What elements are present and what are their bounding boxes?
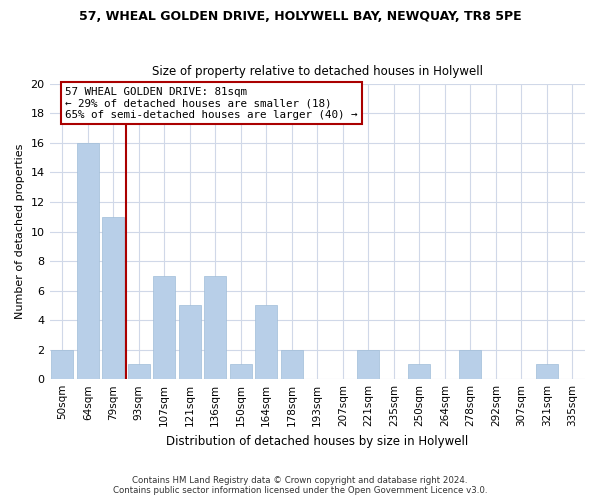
Bar xyxy=(358,350,379,379)
Bar xyxy=(77,143,98,379)
Text: 57, WHEAL GOLDEN DRIVE, HOLYWELL BAY, NEWQUAY, TR8 5PE: 57, WHEAL GOLDEN DRIVE, HOLYWELL BAY, NE… xyxy=(79,10,521,23)
Bar xyxy=(536,364,557,379)
Bar xyxy=(128,364,149,379)
X-axis label: Distribution of detached houses by size in Holywell: Distribution of detached houses by size … xyxy=(166,434,469,448)
Bar xyxy=(205,276,226,379)
Bar xyxy=(179,306,200,379)
Bar xyxy=(230,364,251,379)
Bar xyxy=(281,350,302,379)
Bar xyxy=(460,350,481,379)
Bar xyxy=(154,276,175,379)
Bar xyxy=(409,364,430,379)
Text: Contains HM Land Registry data © Crown copyright and database right 2024.
Contai: Contains HM Land Registry data © Crown c… xyxy=(113,476,487,495)
Y-axis label: Number of detached properties: Number of detached properties xyxy=(15,144,25,319)
Title: Size of property relative to detached houses in Holywell: Size of property relative to detached ho… xyxy=(152,66,483,78)
Bar xyxy=(256,306,277,379)
Text: 57 WHEAL GOLDEN DRIVE: 81sqm
← 29% of detached houses are smaller (18)
65% of se: 57 WHEAL GOLDEN DRIVE: 81sqm ← 29% of de… xyxy=(65,87,358,120)
Bar xyxy=(103,216,124,379)
Bar xyxy=(52,350,73,379)
